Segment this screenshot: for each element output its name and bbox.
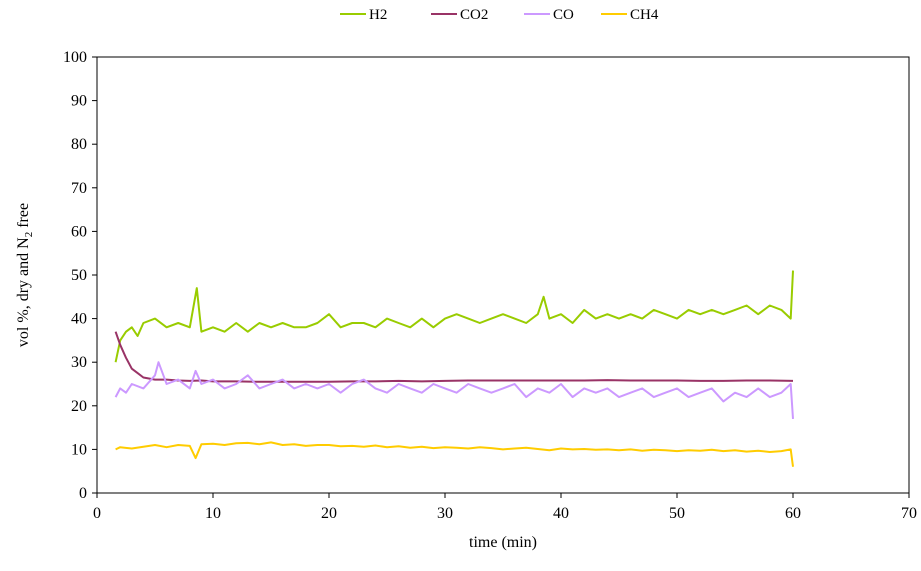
plot-frame (96, 56, 910, 494)
series-line-co2 (114, 331, 794, 383)
y-tick-label: 60 (71, 223, 87, 240)
x-tick-label: 40 (553, 505, 569, 522)
x-axis-title: time (min) (469, 534, 537, 551)
x-tick-label: 10 (205, 505, 221, 522)
y-axis: 0 10 20 30 40 50 60 70 80 90 100 (63, 49, 97, 502)
x-axis: 0 10 20 30 40 50 60 70 (93, 493, 917, 522)
series-line-co (114, 361, 794, 419)
x-tick-label: 20 (321, 505, 337, 522)
y-tick-label: 40 (71, 311, 87, 328)
x-tick-label: 0 (93, 505, 101, 522)
series-line-h2 (114, 270, 794, 363)
y-tick-label: 80 (71, 136, 87, 153)
x-tick-label: 50 (669, 505, 685, 522)
y-tick-label: 100 (63, 49, 87, 66)
y-tick-label: 10 (71, 441, 87, 458)
y-axis-title-subscript: 2 (23, 232, 35, 238)
x-tick-label: 70 (901, 505, 917, 522)
y-axis-title: vol %, dry and N2 free (15, 203, 35, 347)
y-tick-label: 0 (79, 485, 87, 502)
y-tick-label: 30 (71, 354, 87, 371)
legend-label-co: CO (553, 7, 574, 23)
y-tick-label: 20 (71, 398, 87, 415)
y-axis-title-main: vol %, dry and N (15, 237, 32, 347)
series-line-ch4 (115, 441, 794, 467)
legend-label-ch4: CH4 (630, 7, 659, 23)
y-tick-label: 50 (71, 267, 87, 284)
y-axis-title-suffix: free (15, 203, 32, 232)
legend-label-co2: CO2 (460, 7, 488, 23)
x-tick-label: 60 (785, 505, 801, 522)
x-tick-label: 30 (437, 505, 453, 522)
legend-label-h2: H2 (369, 7, 387, 23)
legend: H2 CO2 CO CH4 (340, 7, 659, 23)
y-tick-label: 70 (71, 180, 87, 197)
plot-area (96, 56, 910, 494)
y-tick-label: 90 (71, 93, 87, 110)
